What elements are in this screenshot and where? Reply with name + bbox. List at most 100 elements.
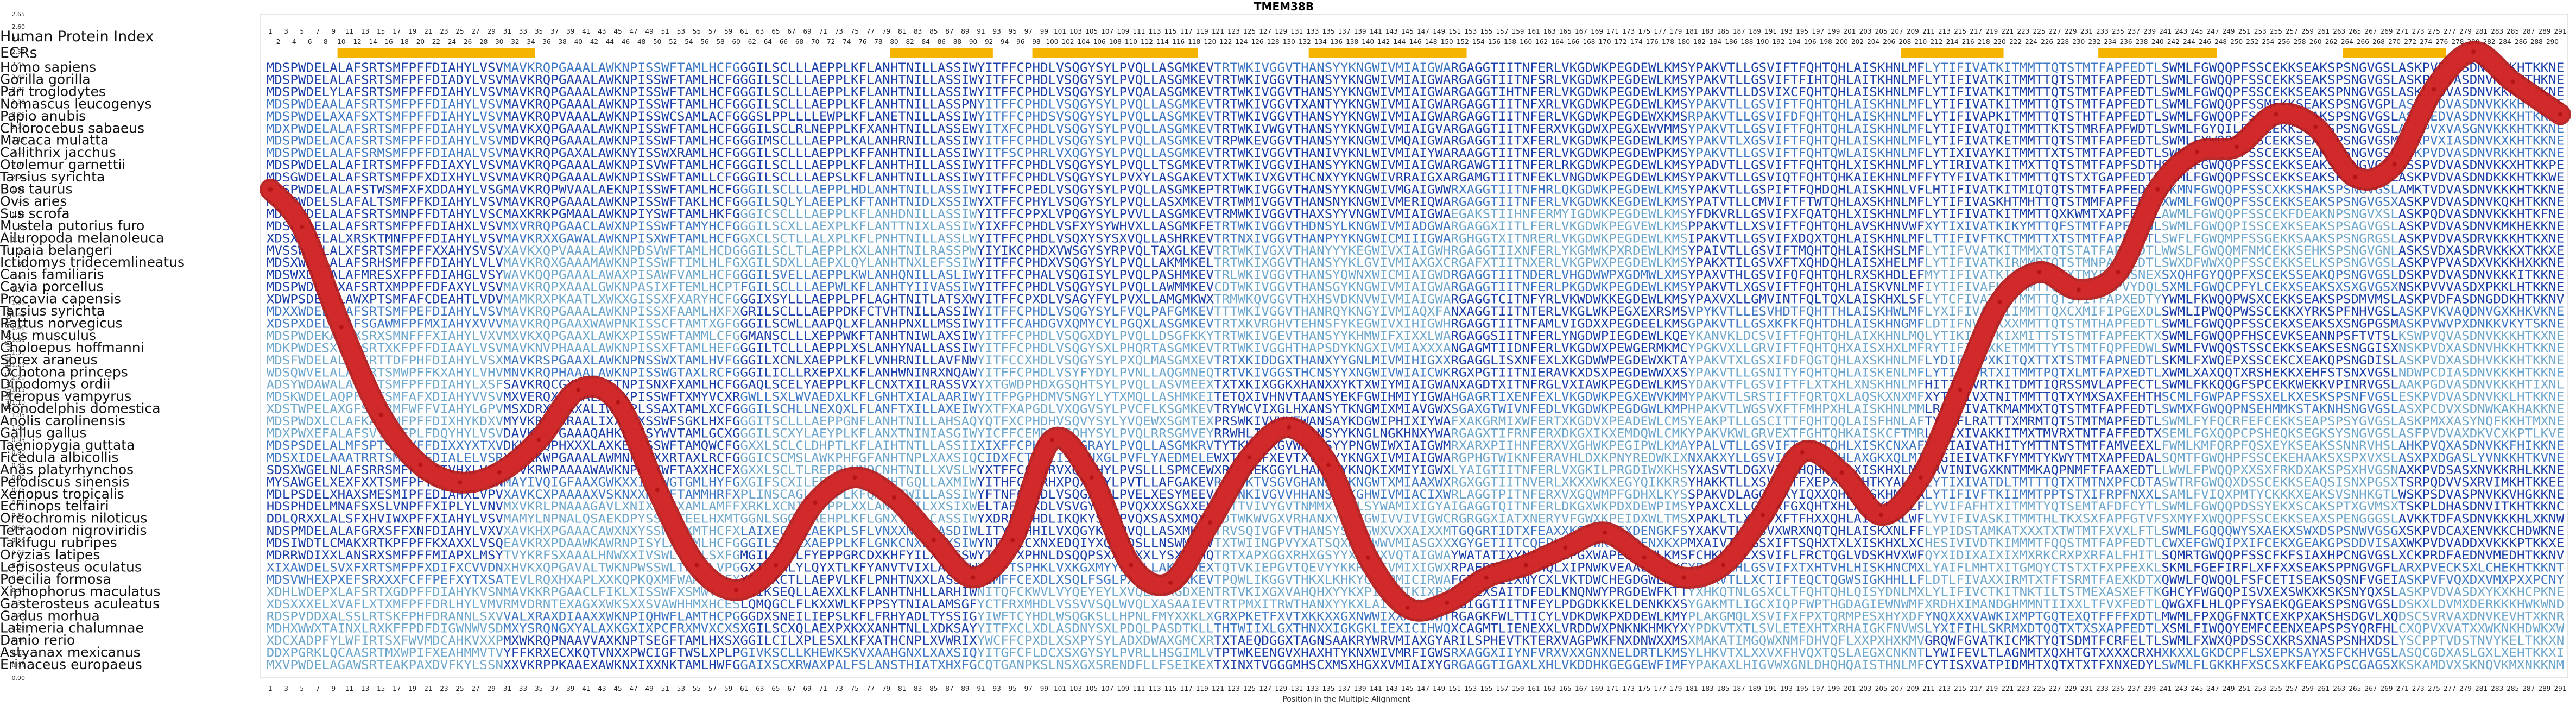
position-number: 254 [2262,38,2274,46]
bottom-position-number: 73 [835,685,843,692]
y-tick-label: 0.20 [12,625,26,632]
position-number: 190 [1757,38,1769,46]
position-number: 27 [472,28,480,35]
sequence-row: MYSAWGELXEXFXXTSMFPFYDEAHKLVSN MAYIVQIGFA… [267,476,2565,489]
bottom-position-numbers: 1 3 5 7 9 11 13 15 17 19 21 23 25 27 29 31 33 35 37 39 41 43 4… [268,685,2566,692]
position-number: 255 [2270,28,2282,35]
position-number: 147 [1417,28,1429,35]
bottom-position-number: 51 [661,685,669,692]
bottom-position-number: 13 [361,685,369,692]
y-tick-label: 2.10 [12,149,26,156]
score-point [615,400,620,405]
position-number: 90 [969,38,977,46]
position-number: 98 [1032,38,1040,46]
bottom-position-number: 101 [1054,685,1066,692]
position-number: 95 [1009,28,1017,35]
score-point [458,480,463,485]
species-label: Mustela putorius furo [0,218,144,234]
position-number: 111 [1132,28,1145,35]
bottom-position-number: 79 [882,685,890,692]
species-label: Sorex araneus [0,352,98,368]
species-label: Macaca mulatta [0,133,109,148]
position-number: 249 [2223,28,2235,35]
bottom-position-number: 267 [2364,685,2377,692]
position-number: 187 [1733,28,1745,35]
position-number: 176 [1646,38,1659,46]
position-number: 278 [2451,38,2464,46]
bottom-position-number: 9 [332,685,336,692]
bottom-position-number: 47 [629,685,637,692]
position-number: 66 [780,38,788,46]
species-label: Pteropus vampyrus [0,388,131,404]
position-number: 61 [740,28,748,35]
position-number: 160 [1520,38,1532,46]
position-number: 242 [2167,38,2180,46]
position-number: 248 [2214,38,2227,46]
score-point [1089,475,1094,480]
bottom-position-number: 213 [1938,685,1951,692]
sequence-row: MDSPWDEKALAXSRXSMNFFFXIAHYLVXV MXVKXQPGAA… [267,330,2565,343]
sequence-row: NDSPMDELALAFGRXSFFXNFDIAHYLVXV XAVKHXPGAA… [267,525,2565,538]
score-point [1839,470,1844,475]
species-label: Nomascus leucogenys [0,96,151,111]
bottom-position-number: 195 [1796,685,1808,692]
position-number: 7 [315,28,320,35]
position-number: 56 [700,38,708,46]
bottom-position-number: 49 [645,685,654,692]
sequence-row: MLSPWDELSLAFALTSMFPFKDIAHYLVSV MAVKRQPGAA… [267,196,2565,209]
position-number: 94 [1001,38,1009,46]
ecr-region [337,48,535,58]
bottom-position-number: 95 [1009,685,1017,692]
position-number: 178 [1662,38,1674,46]
position-number: 199 [1827,28,1840,35]
score-point [1681,575,1686,580]
position-number: 85 [929,28,938,35]
position-number: 104 [1078,38,1090,46]
bottom-position-number: 19 [408,685,416,692]
bottom-position-number: 113 [1149,685,1161,692]
position-number: 43 [598,28,606,35]
bottom-position-number: 85 [929,685,938,692]
position-number: 245 [2191,28,2203,35]
bottom-position-number: 249 [2223,685,2235,692]
species-label: Canis familiaris [0,267,104,282]
position-number: 257 [2286,28,2298,35]
position-number: 45 [613,28,622,35]
position-number: 210 [1914,38,1927,46]
bottom-position-number: 209 [1907,685,1919,692]
bottom-position-number: 97 [1024,685,1033,692]
sequence-row: MDSPWDEAALAFSRTSMFPFFDIAHYLVSV MAVKRQPGAA… [267,98,2565,111]
score-point [1247,455,1252,460]
bottom-position-number: 215 [1954,685,1966,692]
y-tick-label: 1.10 [12,399,26,406]
sequence-row: MDSGWDELALAFSRTSMFPFXDIXHYLVSV MAVKRQPGAA… [267,171,2565,185]
position-number: 165 [1559,28,1572,35]
position-number: 10 [337,38,345,46]
position-number: 262 [2325,38,2338,46]
species-label: Mus musculus [0,327,96,343]
position-number: 143 [1385,28,1398,35]
position-number: 134 [1314,38,1327,46]
species-label: Dipodomys ordii [0,376,111,392]
bottom-position-number: 7 [315,685,320,692]
score-point [931,538,936,543]
bottom-position-number: 137 [1338,685,1351,692]
position-number: 232 [2088,38,2100,46]
position-number: 175 [1638,28,1650,35]
position-number: 177 [1654,28,1666,35]
position-number: 274 [2420,38,2432,46]
ecr-region [2343,48,2446,58]
position-number: 140 [1362,38,1374,46]
position-number: 275 [2428,28,2440,35]
score-point [1326,463,1331,468]
y-tick-label: 1.45 [12,311,26,318]
bottom-position-number: 223 [2017,685,2029,692]
species-label: Poecilia formosa [0,571,111,587]
ecr-region [1901,48,2004,58]
y-tick-label: 0.85 [12,462,26,469]
bottom-position-number: 231 [2080,685,2093,692]
position-number: 158 [1504,38,1516,46]
position-number: 172 [1615,38,1627,46]
score-point [2471,49,2476,54]
score-point [2392,162,2397,167]
